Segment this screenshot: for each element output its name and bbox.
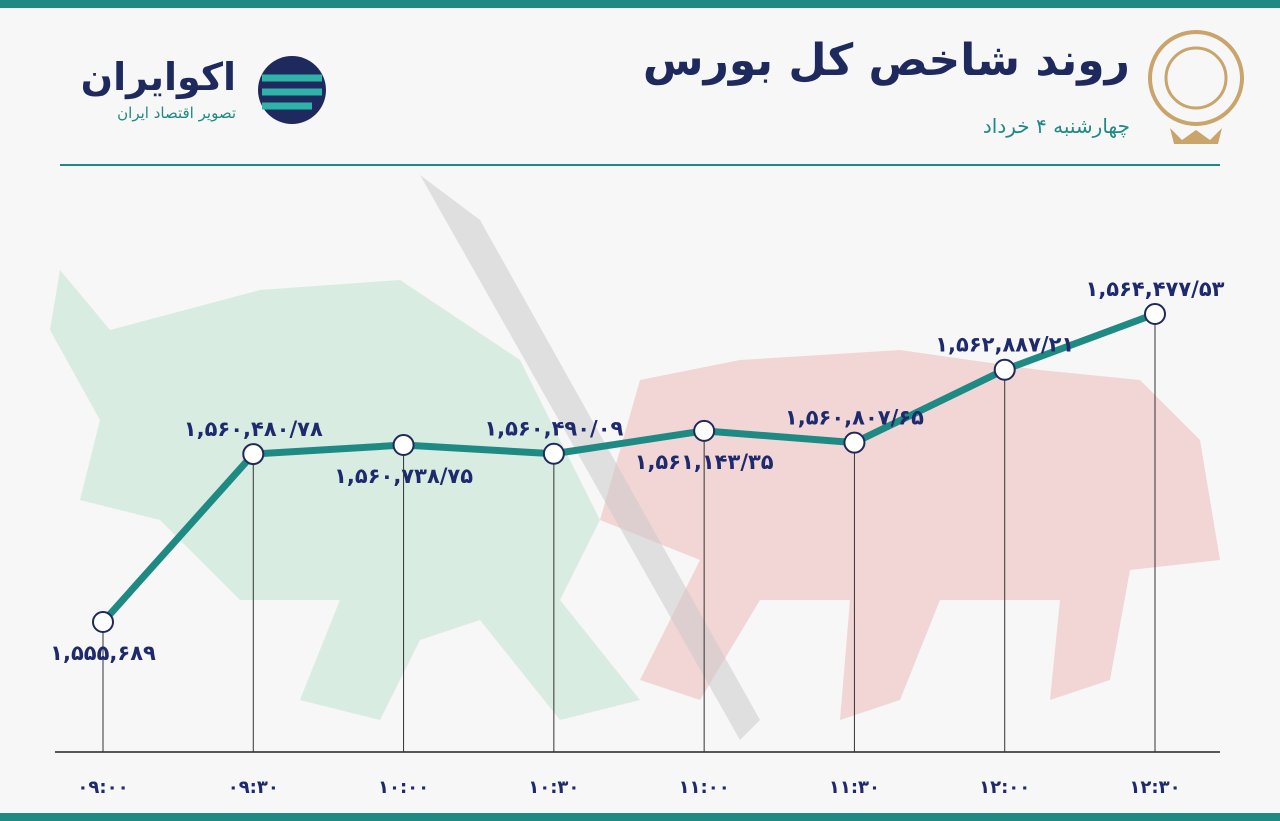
x-tick-label: ۰۹:۰۰ xyxy=(77,777,128,798)
x-tick-label: ۰۹:۳۰ xyxy=(228,777,279,798)
value-label: ۱,۵۵۵,۶۸۹ xyxy=(50,641,156,665)
x-tick-label: ۱۱:۳۰ xyxy=(829,777,880,798)
value-label: ۱,۵۶۰,۷۳۸/۷۵ xyxy=(334,464,473,488)
chart-subtitle: چهارشنبه ۴ خرداد xyxy=(983,114,1130,138)
brand-tagline: تصویر اقتصاد ایران xyxy=(117,104,236,122)
point xyxy=(242,443,265,466)
point xyxy=(542,442,565,465)
brand-logo xyxy=(258,56,326,124)
point xyxy=(92,611,114,633)
emblem xyxy=(1148,30,1244,144)
point xyxy=(993,358,1016,381)
bottom-border xyxy=(0,813,1280,821)
x-tick-label: ۱۲:۳۰ xyxy=(1129,777,1180,798)
x-tick-label: ۱۲:۰۰ xyxy=(979,777,1030,798)
bull-shape xyxy=(50,270,640,720)
x-tick-label: ۱۰:۰۰ xyxy=(378,777,429,798)
arrow-shape xyxy=(420,175,760,740)
top-border xyxy=(0,0,1280,8)
x-tick-label: ۱۰:۳۰ xyxy=(528,777,579,798)
chart-title: روند شاخص کل بورس xyxy=(643,35,1130,86)
brand-name: اکوایران xyxy=(81,55,236,99)
point xyxy=(693,419,716,442)
point xyxy=(1144,303,1166,325)
point xyxy=(392,434,415,457)
value-label: ۱,۵۶۰,۴۹۰/۰۹ xyxy=(484,417,623,441)
point xyxy=(843,431,866,454)
plot: ۱,۵۵۵,۶۸۹ ۱,۵۶۰,۴۸۰/۷۸ ۱,۵۶۰,۷۳۸/۷۵ ۱,۵۶۰,۴… xyxy=(50,277,1225,798)
series-line xyxy=(100,310,1157,625)
value-label: ۱,۵۶۴,۴۷۷/۵۳ xyxy=(1086,277,1225,301)
x-tick-label: ۱۱:۰۰ xyxy=(679,777,730,798)
value-label: ۱,۵۶۰,۴۸۰/۷۸ xyxy=(184,417,323,441)
value-label: ۱,۵۶۲,۸۸۷/۲۱ xyxy=(935,333,1074,357)
bear-shape xyxy=(600,350,1220,720)
value-label: ۱,۵۶۱,۱۴۳/۳۵ xyxy=(635,450,774,474)
value-label: ۱,۵۶۰,۸۰۷/۶۵ xyxy=(785,406,924,430)
